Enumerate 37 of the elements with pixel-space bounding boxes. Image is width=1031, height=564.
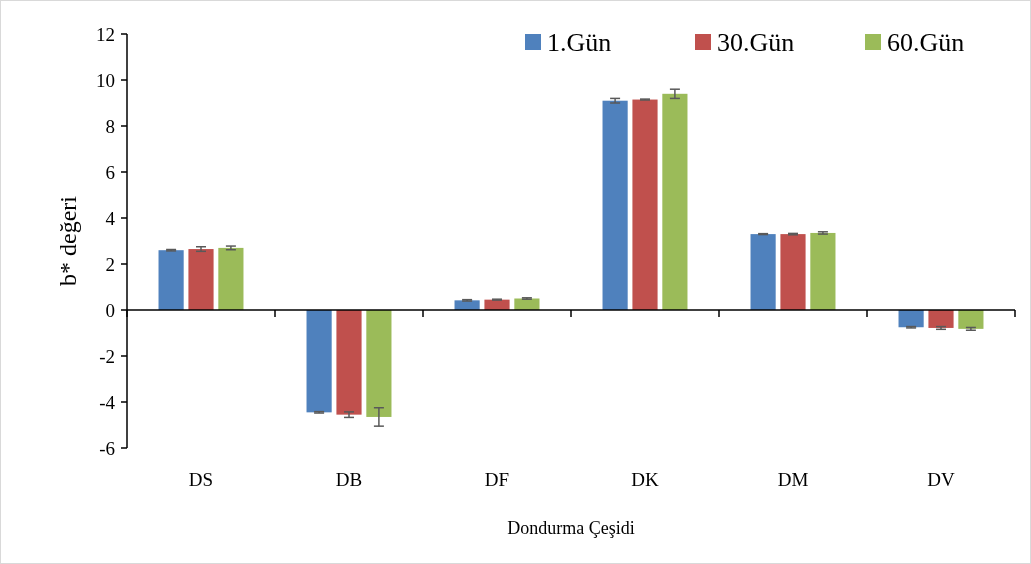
bar xyxy=(958,310,984,329)
legend-label: 1.Gün xyxy=(547,28,612,58)
y-axis-title: b* değeri xyxy=(55,195,81,286)
y-tick-label: 4 xyxy=(105,207,116,229)
y-tick-label: 0 xyxy=(105,299,115,321)
bar xyxy=(158,250,184,310)
y-tick-label: 2 xyxy=(105,253,115,275)
y-tick-label: 10 xyxy=(96,69,115,91)
x-tick-label: DV xyxy=(927,469,955,490)
bar xyxy=(366,310,392,417)
bar xyxy=(780,234,806,310)
bar xyxy=(898,310,924,328)
x-axis-title: Dondurma Çeşidi xyxy=(507,518,635,538)
x-tick-label: DM xyxy=(777,469,809,490)
x-tick-label: DF xyxy=(484,469,510,490)
bar xyxy=(662,93,688,310)
x-tick-label: DB xyxy=(335,469,363,490)
bar xyxy=(928,310,954,328)
bar xyxy=(336,310,362,415)
legend-label: 60.Gün xyxy=(887,28,965,58)
x-tick-label: DS xyxy=(188,469,214,490)
legend-label: 30.Gün xyxy=(717,28,795,58)
y-tick-label: 6 xyxy=(105,161,115,183)
bar xyxy=(306,310,332,413)
bar xyxy=(750,234,776,310)
x-tick-label: DK xyxy=(631,469,659,490)
bar xyxy=(602,100,628,310)
bar xyxy=(810,232,836,310)
bar xyxy=(484,299,510,310)
y-tick-label: -2 xyxy=(99,345,115,367)
bar xyxy=(218,247,244,310)
bar xyxy=(188,249,214,310)
y-tick-label: 8 xyxy=(105,115,115,137)
y-tick-label: 12 xyxy=(96,23,115,45)
bar xyxy=(632,99,658,310)
y-tick-label: -6 xyxy=(99,437,115,459)
y-tick-label: -4 xyxy=(99,391,116,413)
